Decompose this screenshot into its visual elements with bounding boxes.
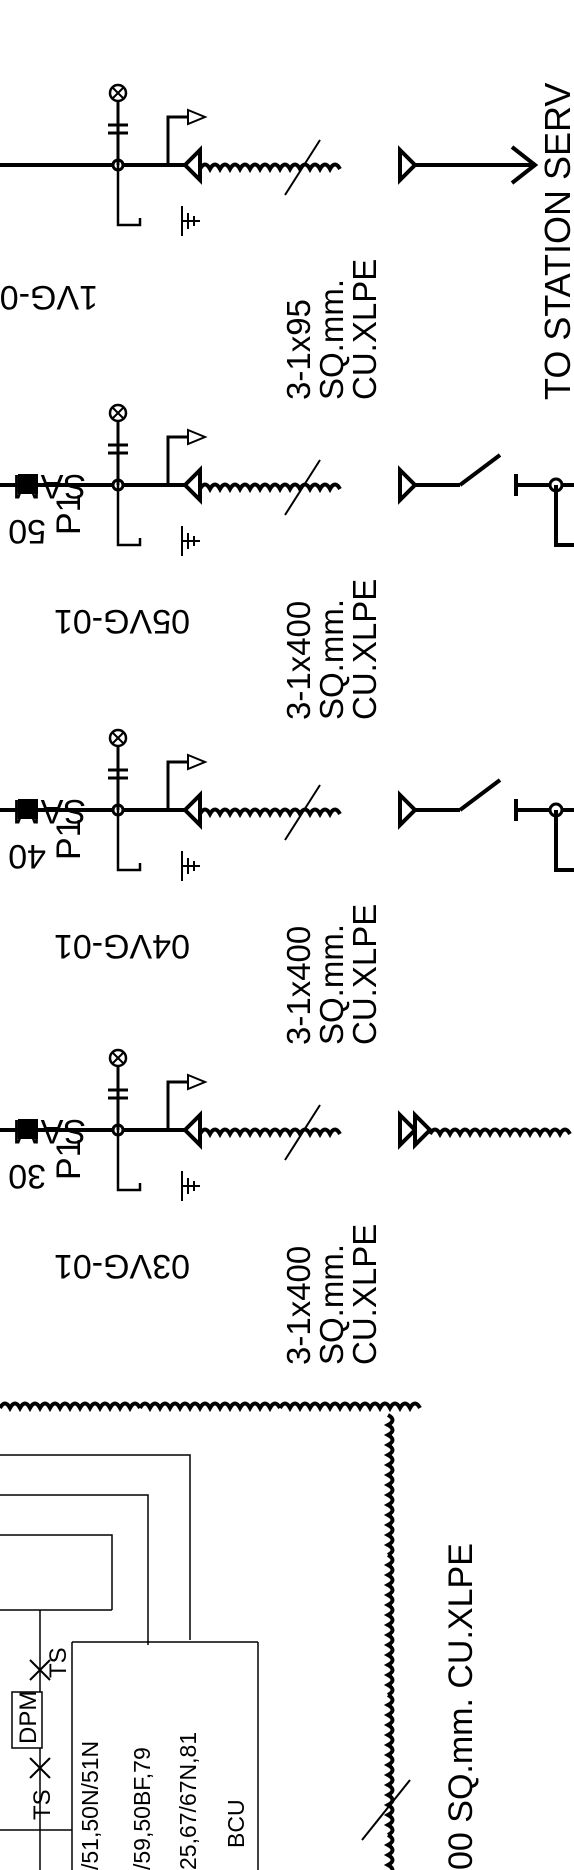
main-incoming-group: DPM TS TS /51,50N/51N /59,50BF,79 25,67/…	[0, 1401, 480, 1870]
cable-slash-marker	[284, 1104, 321, 1161]
feeder-2-p1-label: P1	[50, 493, 88, 535]
feeder-1-tag-prefix: 1	[109, 247, 110, 249]
disconnect-switch-icon	[458, 453, 502, 487]
cable-termination-icon	[398, 465, 418, 505]
ground-icon	[181, 1171, 200, 1201]
cable-termination-icon	[182, 465, 202, 505]
cable-termination-icon	[398, 1110, 418, 1150]
surge-arrester-icon	[187, 753, 208, 771]
feeder-4-tag: 03VG-01	[54, 1247, 190, 1285]
cable-slash-marker	[284, 784, 321, 841]
feeder-1-tag: 1VG-01	[0, 278, 98, 316]
dpm-box	[11, 1691, 43, 1749]
breaker-icon	[18, 799, 38, 819]
ground-icon	[181, 851, 200, 881]
cable-termination-icon	[398, 790, 418, 830]
cable-termination-icon	[182, 1110, 202, 1150]
feeder-1-cable-wave	[198, 162, 342, 171]
feeder-3-p1-label: P1	[50, 818, 88, 860]
disconnect-switch-icon	[458, 778, 502, 812]
breaker-icon	[18, 1119, 38, 1139]
ts-top-label: TS	[45, 1647, 72, 1678]
indicator-lamp-icon	[108, 403, 128, 423]
feeder-3-cable-unit: SQ.mm.	[313, 924, 350, 1045]
feeder-1-earth-lead	[116, 165, 142, 227]
ts-bottom-label: TS	[29, 1789, 56, 1820]
main-cable-label: 00 SQ.mm. CU.XLPE	[442, 1543, 480, 1870]
cable-termination-icon	[182, 790, 202, 830]
indicator-lamp-icon	[108, 83, 128, 103]
test-switch-icon	[29, 1659, 51, 1779]
cable-slash-marker	[284, 139, 321, 196]
feeder-3-breaker-tag: 40	[8, 837, 46, 875]
control-wire	[0, 1454, 191, 1640]
cable-termination-icon	[182, 145, 202, 185]
feeder-3-cable-type: CU.XLPE	[346, 904, 383, 1045]
surge-arrester-icon	[187, 1073, 208, 1091]
feeder-4-p1-label: P1	[50, 1138, 88, 1180]
feeder-1-cable-unit: SQ.mm.	[313, 279, 350, 400]
feeder-2-meter-label: SAM	[12, 467, 86, 505]
indicator-lamp-icon	[108, 1048, 128, 1068]
main-cable-wave-horizontal	[0, 1401, 142, 1410]
ground-icon	[181, 526, 200, 556]
feeder-4-meter-label: SAM	[12, 1112, 86, 1150]
feeder-2-cable-type: CU.XLPE	[346, 579, 383, 720]
feeder-4-cable-size: 3-1x400	[280, 1246, 317, 1365]
feeder-4-group: 30 P1 SAM 03VG-01 3-1x400 SQ.mm. CU.XLPE	[0, 1048, 572, 1365]
feeder-3-tag: 04VG-01	[54, 927, 190, 965]
arrow-right-icon	[510, 145, 539, 185]
breaker-icon	[18, 474, 38, 494]
feeder-2-breaker-tag: 50	[8, 512, 46, 550]
feeder-3-meter-label: SAM	[12, 792, 86, 830]
dpm-label: DPM	[15, 1691, 42, 1744]
control-wire	[0, 1494, 149, 1645]
feeder-4-breaker-tag: 30	[8, 1157, 46, 1195]
control-wire	[0, 1534, 113, 1610]
feeder-2-tag: 05VG-01	[54, 602, 190, 640]
cable-slash-marker	[284, 459, 321, 516]
bcu-label: BCU	[223, 1799, 249, 1848]
ground-icon	[181, 206, 200, 236]
surge-arrester-icon	[187, 108, 208, 126]
feeder-2-cable-unit: SQ.mm.	[313, 599, 350, 720]
feeder-3-group: 40 P1 SAM 04VG-01 3-1x400 SQ.mm. CU.XLPE	[0, 728, 574, 1045]
cable-termination-icon	[398, 145, 418, 185]
feeder-1-destination: TO STATION SERV	[537, 83, 574, 400]
feeder-2-cable-size: 3-1x400	[280, 601, 317, 720]
feeder-3-cable-size: 3-1x400	[280, 926, 317, 1045]
surge-arrester-icon	[187, 428, 208, 446]
main-cable-wave-vertical	[386, 1413, 395, 1557]
cable-slash-marker	[361, 1779, 411, 1841]
protection-function-1: /51,50N/51N	[77, 1741, 103, 1870]
feeder-2-group: 50 P1 SAM 05VG-01 3-1x400 SQ.mm. CU.XLPE	[0, 403, 574, 720]
feeder-4-cable-unit: SQ.mm.	[313, 1244, 350, 1365]
feeder-4-cable-type: CU.XLPE	[346, 1224, 383, 1365]
feeder-1-group: 1VG-01 3-1x95 SQ.mm. CU.XLPE TO STATION …	[0, 83, 574, 400]
feeder-1-cable-size: 3-1x95	[280, 299, 317, 400]
protection-function-2: /59,50BF,79	[129, 1747, 155, 1870]
protection-function-3: 25,67/67N,81	[175, 1732, 201, 1870]
feeder-1-cable-type: CU.XLPE	[346, 259, 383, 400]
indicator-lamp-icon	[108, 728, 128, 748]
